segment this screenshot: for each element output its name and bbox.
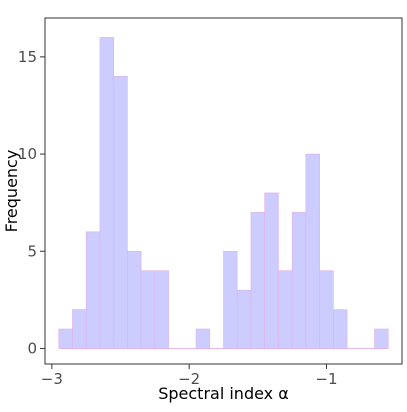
- y-tick-label: 15: [18, 48, 37, 66]
- x-tick-label: −1: [315, 370, 337, 388]
- histogram-bar: [264, 192, 279, 349]
- x-axis-title: Spectral index α: [158, 384, 289, 403]
- histogram-bar: [99, 37, 114, 349]
- y-tick-label: 10: [18, 145, 37, 163]
- histogram-bar: [72, 309, 87, 349]
- histogram-bar: [374, 328, 389, 349]
- histogram-bar: [278, 270, 293, 349]
- histogram-bar: [154, 270, 169, 349]
- histogram-bar: [140, 270, 156, 349]
- histogram-bar: [305, 153, 320, 349]
- x-tick-label: −2: [178, 370, 200, 388]
- histogram-bar: [223, 250, 238, 349]
- histogram-bar: [195, 328, 211, 349]
- histogram-bar: [236, 289, 252, 349]
- y-tick-label: 0: [27, 339, 37, 357]
- bars-layer: [58, 37, 389, 349]
- histogram-bar: [250, 212, 265, 349]
- histogram-bar: [319, 270, 334, 349]
- histogram-bar: [291, 212, 307, 349]
- histogram-bar: [113, 76, 128, 349]
- y-tick-label: 5: [27, 242, 37, 260]
- histogram-bar: [85, 231, 101, 349]
- y-axis-title: Frequency: [2, 150, 21, 233]
- histogram-bar: [127, 250, 142, 349]
- histogram-bar: [58, 328, 73, 349]
- plot-frame: [44, 17, 403, 365]
- ticks-layer: −3 −2 −1 0 5 10 15: [18, 48, 338, 388]
- x-tick-label: −3: [41, 370, 63, 388]
- histogram-bar: [333, 309, 348, 349]
